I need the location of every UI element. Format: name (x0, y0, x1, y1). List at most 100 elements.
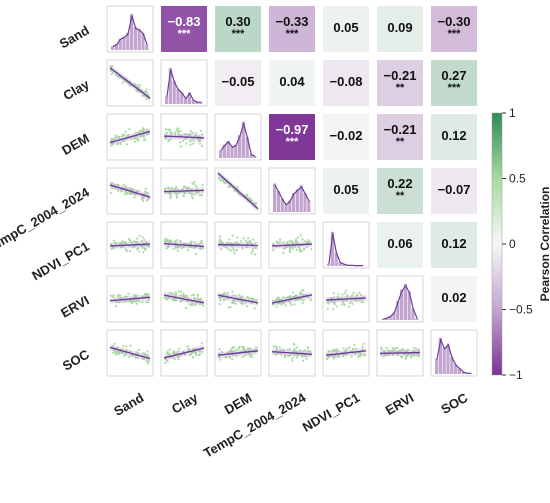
scatter-point (191, 131, 194, 134)
column-label-Clay: Clay (169, 390, 201, 417)
scatter-point (337, 293, 340, 296)
colorbar-tick-label: 0 (509, 237, 516, 251)
scatter-point (289, 301, 292, 304)
hist-bar (415, 318, 419, 320)
scatter-point (288, 296, 291, 299)
corr-value: 0.12 (441, 128, 466, 143)
scatter-point (354, 347, 357, 350)
corr-cell-bg (215, 60, 261, 106)
scatter-point (394, 347, 397, 350)
scatter-point (110, 72, 113, 75)
scatter-point (187, 348, 190, 351)
scatter-point (348, 302, 351, 305)
hist-bar (457, 368, 461, 374)
scatter-point (145, 88, 148, 91)
corr-value: 0.04 (279, 74, 305, 89)
scatter-point (185, 133, 188, 136)
scatter-point (119, 296, 122, 299)
scatter-point (186, 300, 189, 303)
hist-bar (114, 44, 118, 50)
scatter-point (295, 353, 298, 356)
scatter-point (165, 298, 168, 301)
scatter-point (241, 345, 244, 348)
corr-value: 0.02 (441, 290, 466, 305)
cell-NDVI_PC1-Clay (160, 221, 208, 269)
scatter-point (194, 252, 198, 256)
corr-cell-bg (323, 114, 369, 160)
scatter-point (145, 300, 148, 304)
scatter-point (183, 137, 187, 140)
scatter-point (327, 350, 330, 353)
scatter-point (173, 188, 176, 191)
scatter-point (176, 191, 179, 194)
scatter-point (250, 252, 253, 255)
scatter-point (137, 352, 140, 355)
scatter-point (142, 295, 145, 298)
hist-bar (461, 372, 465, 374)
scatter-point (346, 347, 349, 350)
scatter-point (135, 351, 138, 354)
scatter-point (170, 240, 173, 243)
scatter-point (355, 300, 358, 303)
scatter-point (138, 234, 141, 237)
scatter-point (295, 356, 298, 359)
scatter-point (341, 303, 344, 306)
scatter-point (244, 302, 247, 305)
scatter-point (180, 134, 183, 137)
scatter-point (124, 248, 127, 251)
scatter-point (193, 180, 196, 184)
hist-bar (145, 44, 149, 50)
scatter-point (122, 300, 125, 303)
scatter-point (172, 351, 175, 354)
scatter-point (191, 356, 194, 359)
scatter-point (332, 296, 335, 299)
scatter-point (164, 296, 167, 299)
scatter-point (193, 293, 196, 296)
scatter-point (301, 351, 304, 354)
scatter-point (227, 248, 230, 251)
scatter-point (380, 353, 383, 356)
scatter-point (188, 354, 191, 357)
scatter-point (298, 349, 301, 352)
scatter-point (345, 353, 348, 356)
scatter-point (124, 130, 127, 133)
scatter-point (144, 248, 147, 251)
scatter-point (380, 348, 383, 351)
scatter-point (137, 90, 140, 93)
scatter-point (277, 302, 280, 305)
scatter-point (192, 197, 195, 200)
scatter-point (192, 193, 195, 196)
scatter-point (112, 239, 116, 242)
hist-bar (118, 38, 122, 50)
cell-NDVI_PC1-SOC: 0.12 (431, 222, 477, 268)
scatter-point (395, 347, 399, 350)
scatter-point (219, 299, 222, 302)
cell-ERVI-Sand (106, 275, 154, 323)
cell-Sand-DEM: 0.30*** (215, 6, 261, 52)
scatter-point (350, 300, 353, 303)
scatter-point (413, 346, 416, 349)
scatter-point (406, 350, 409, 353)
scatter-point (284, 296, 288, 299)
scatter-point (177, 358, 180, 361)
scatter-point (232, 298, 235, 301)
scatter-point (218, 303, 221, 306)
corr-cell-bg (431, 168, 477, 214)
cell-NDVI_PC1-TempC_2004_2024 (268, 221, 316, 269)
scatter-point (351, 294, 354, 297)
cell-NDVI_PC1-ERVI: 0.06 (377, 222, 423, 268)
scatter-point (253, 307, 256, 310)
hist-bar (330, 231, 334, 266)
scatter-point (133, 196, 136, 199)
scatter-point (142, 136, 146, 139)
hist-bar (111, 46, 115, 50)
scatter-point (193, 183, 196, 186)
scatter-point (409, 353, 413, 356)
cell-SOC-TempC_2004_2024 (268, 329, 316, 377)
scatter-point (145, 359, 148, 362)
corr-cell-bg (269, 114, 315, 160)
scatter-point (275, 240, 278, 243)
hist-bar (187, 92, 191, 104)
colorbar-label: Pearson Correlation (538, 187, 550, 302)
scatter-point (224, 245, 227, 248)
